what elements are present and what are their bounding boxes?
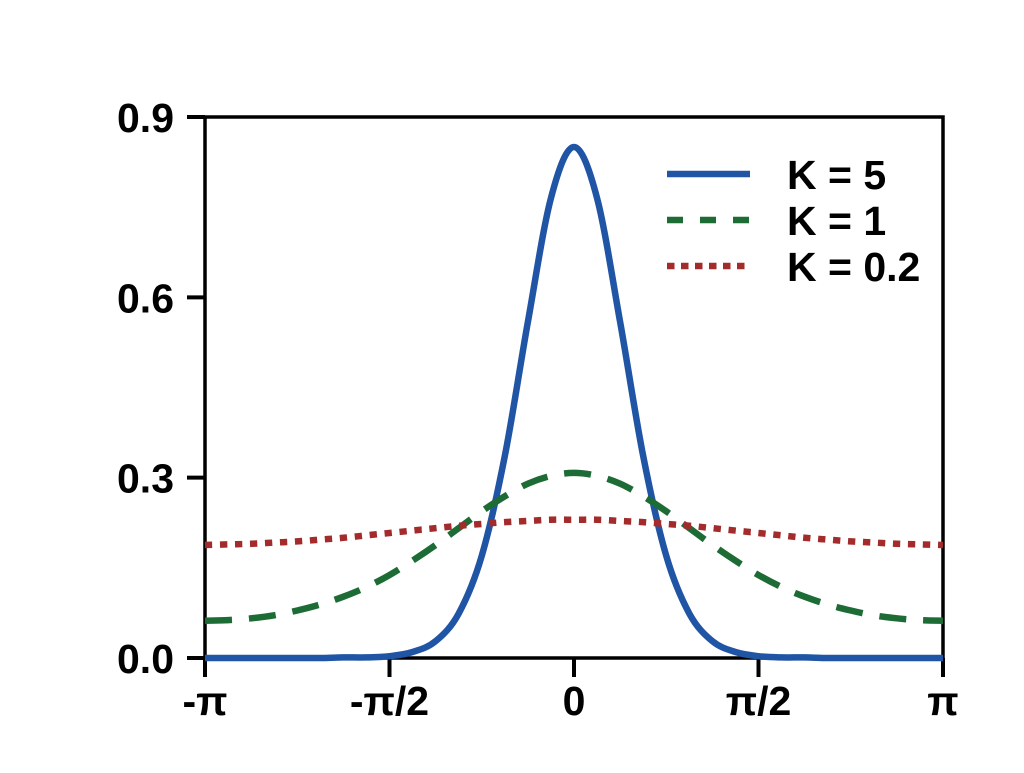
x-tick-label: π/2 <box>726 678 792 724</box>
legend-label: K = 5 <box>787 152 886 198</box>
x-tick-label: -π <box>182 678 227 724</box>
y-tick-label: 0.0 <box>117 636 174 682</box>
curve-k=1 <box>204 469 944 624</box>
axes: 0.0 0.3 0.6 0.9 -π -π/2 0 π/2 π <box>117 95 959 724</box>
legend-label: K = 1 <box>787 198 886 244</box>
curve-k=0.2 <box>204 516 944 549</box>
x-tick-label: π <box>927 678 958 724</box>
x-tick-label: 0 <box>563 678 586 724</box>
series-curves <box>204 143 944 662</box>
x-tick-label: -π/2 <box>350 678 429 724</box>
legend-label: K = 0.2 <box>787 244 920 290</box>
y-tick-label: 0.9 <box>117 95 174 141</box>
y-tick-label: 0.6 <box>117 275 174 321</box>
legend: K = 5K = 1K = 0.2 <box>667 152 920 290</box>
curve-k=5 <box>205 143 943 662</box>
y-tick-label: 0.3 <box>117 456 174 502</box>
